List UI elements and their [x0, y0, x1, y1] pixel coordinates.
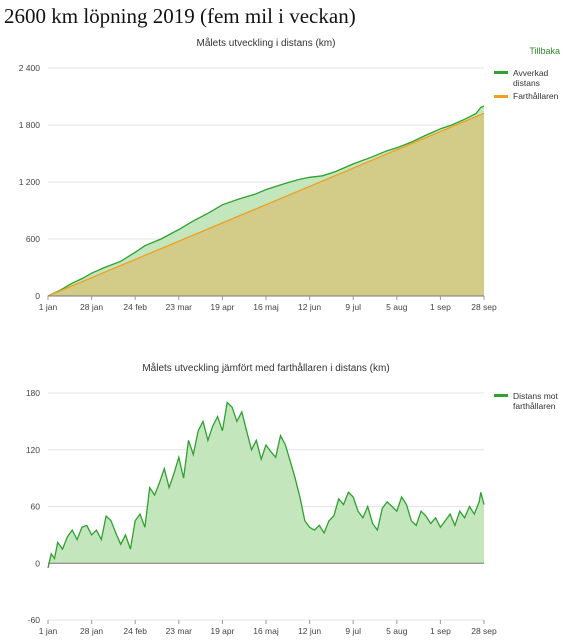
chart2-y-tick-label: 180 [26, 388, 40, 398]
chart1-x-tick-label: 28 jan [80, 302, 103, 312]
chart2-y-tick-label: 0 [35, 558, 40, 568]
legend-label-diff: Distans mot farthållaren [513, 391, 560, 411]
chart1-x-tick-label: 28 sep [471, 302, 497, 312]
chart2-x-tick-label: 19 apr [210, 626, 234, 636]
legend-label-actual: Avverkad distans [513, 68, 551, 88]
chart1-x-tick-label: 12 jun [298, 302, 321, 312]
legend-swatch-diff [494, 394, 508, 397]
chart1-x-tick-label: 9 jul [345, 302, 361, 312]
legend-label-actual-line2: distans [513, 78, 540, 88]
chart2-x-tick-label: 12 jun [298, 626, 321, 636]
chart2-x-tick-label: 28 sep [471, 626, 497, 636]
chart1-series-2-line [47, 112, 485, 297]
chart1-y-tick-label: 600 [26, 234, 40, 244]
chart2-series-1-line [47, 401, 485, 569]
chart1-y-tick-label: 0 [35, 291, 40, 301]
chart1-y-tick-label: 2 400 [19, 63, 41, 73]
chart1-x-tick-label: 23 mar [166, 302, 193, 312]
chart1-legend: Avverkad distans Farthållaren [494, 68, 559, 101]
chart1-y-tick-label: 1 200 [19, 177, 41, 187]
chart2-x-tick-label: 28 jan [80, 626, 103, 636]
chart2-x-tick-label: 9 jul [345, 626, 361, 636]
legend-swatch-pacer [494, 95, 508, 98]
chart2-series-1-area [48, 402, 484, 568]
legend-label-diff-line1: Distans mot [513, 391, 559, 401]
chart2-x-tick-label: 1 sep [430, 626, 451, 636]
difference-chart: Målets utveckling jämfört med farthållar… [26, 362, 560, 636]
chart1-x-tick-label: 16 maj [253, 302, 279, 312]
chart1-x-tick-label: 24 feb [123, 302, 147, 312]
legend-swatch-actual [494, 71, 508, 74]
chart1-x-tick-label: 1 jan [39, 302, 58, 312]
chart2-y-tick-label: -60 [28, 615, 41, 625]
legend-label-pacer: Farthållaren [513, 91, 559, 101]
chart2-title: Målets utveckling jämfört med farthållar… [142, 362, 389, 374]
chart2-x-tick-label: 24 feb [123, 626, 147, 636]
chart1-x-tick-label: 5 aug [386, 302, 408, 312]
chart2-legend: Distans mot farthållaren [494, 391, 560, 411]
chart1-x-tick-label: 19 apr [210, 302, 234, 312]
chart2-y-tick-label: 60 [31, 502, 41, 512]
legend-label-diff-line2: farthållaren [513, 401, 556, 411]
chart1-y-tick-label: 1 800 [19, 120, 41, 130]
chart2-x-tick-label: 16 maj [253, 626, 279, 636]
back-link[interactable]: Tillbaka [529, 46, 560, 56]
legend-label-actual-line1: Avverkad [513, 68, 549, 78]
chart1-x-tick-label: 1 sep [430, 302, 451, 312]
chart2-x-tick-label: 23 mar [166, 626, 193, 636]
distance-chart: Målets utveckling i distans (km) Avverka… [19, 37, 559, 312]
chart2-y-tick-label: 120 [26, 445, 40, 455]
chart1-series-1-line [47, 105, 485, 297]
page-title: 2600 km löpning 2019 (fem mil i veckan) [4, 4, 356, 28]
chart2-x-tick-label: 1 jan [39, 626, 58, 636]
chart1-title: Målets utveckling i distans (km) [197, 37, 336, 49]
chart2-x-tick-label: 5 aug [386, 626, 408, 636]
